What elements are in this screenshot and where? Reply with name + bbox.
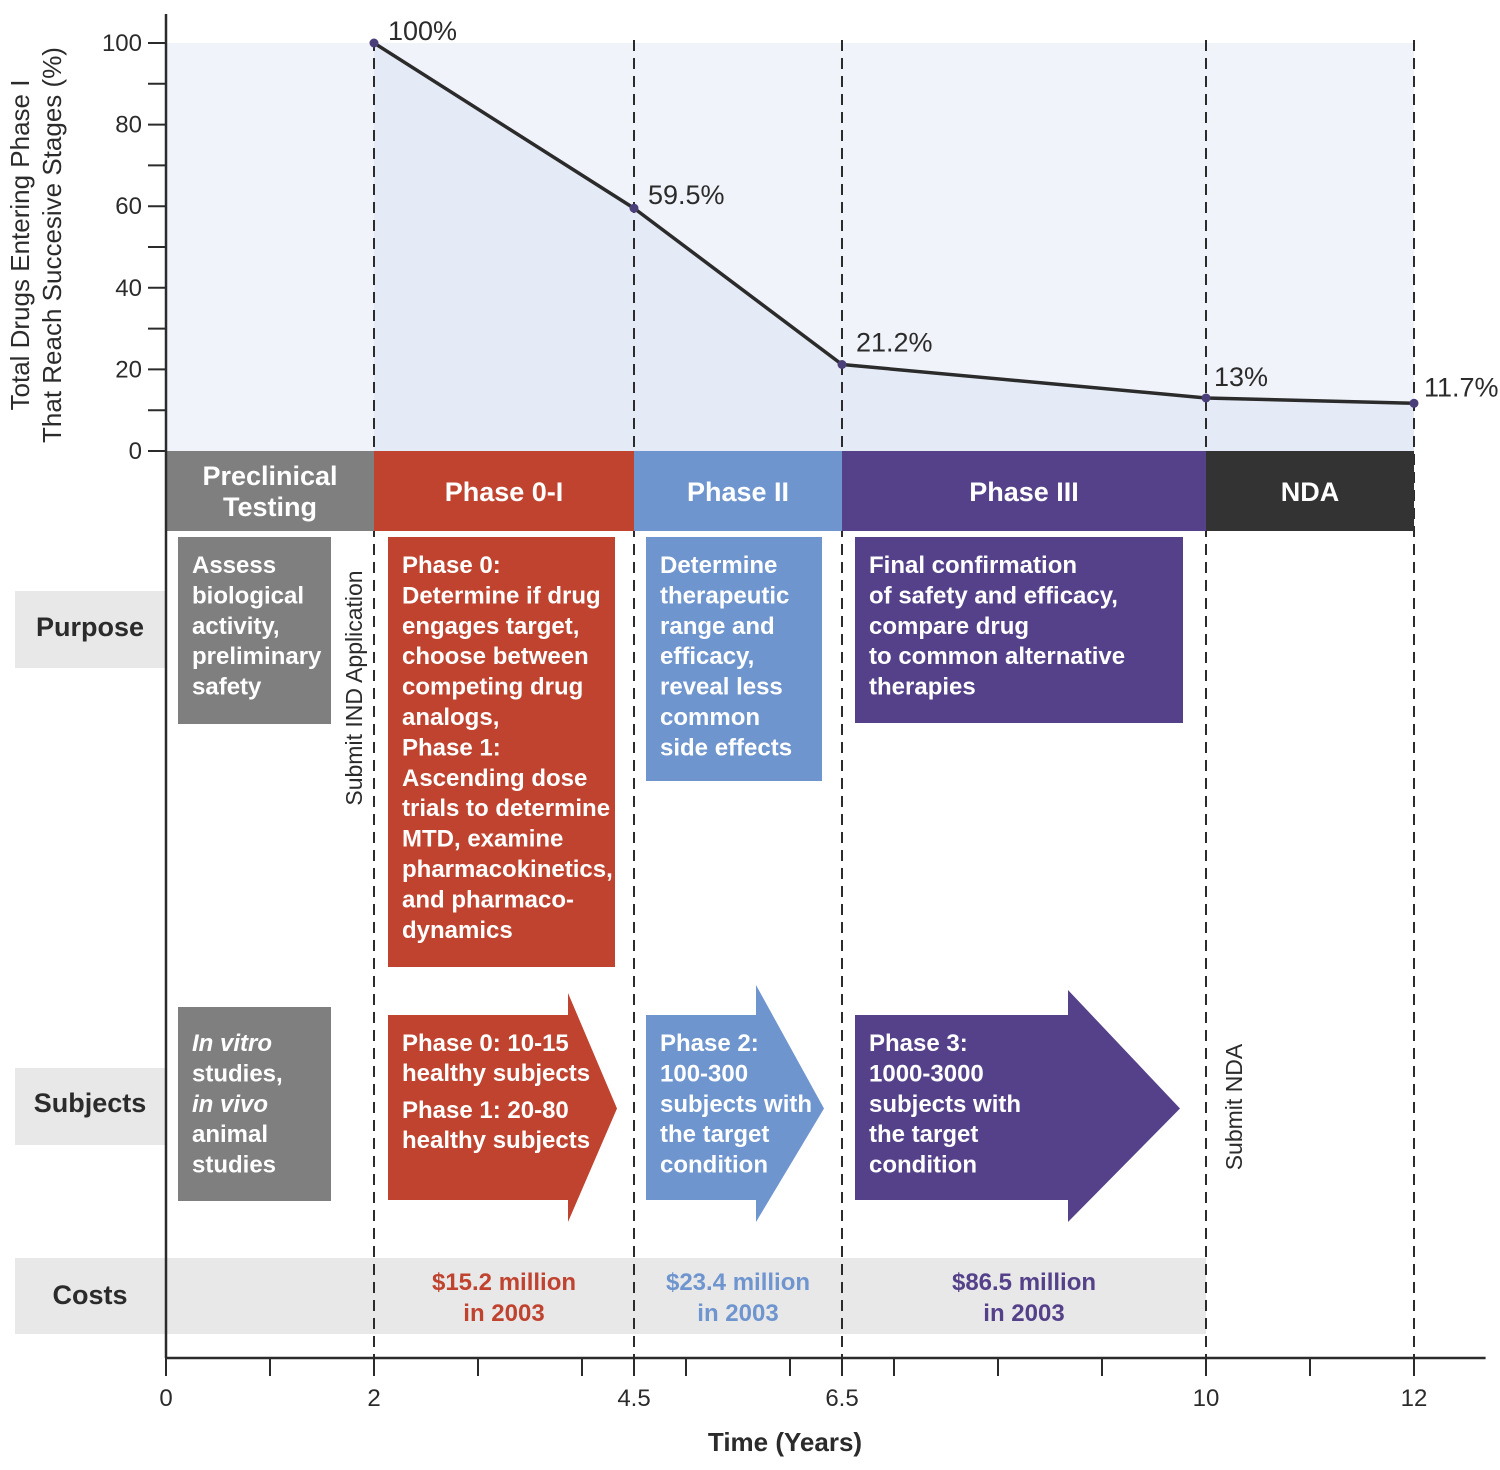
description-layer: Assess biological activity, preliminary safe…: [178, 537, 1183, 1327]
data-point-1: [629, 203, 639, 213]
y-tick-label-60: 60: [115, 193, 142, 220]
x-tick-label-10: 10: [1193, 1385, 1220, 1412]
phase-label-preclinical: Preclinical Testing: [202, 461, 337, 522]
purpose-box-phase-3: [855, 537, 1183, 723]
phase-label-nda: NDA: [1281, 477, 1340, 507]
purpose-box-phase-2: [646, 537, 822, 781]
line-layer: [369, 38, 1419, 408]
milestone-submit-ind: Submit IND Application: [341, 570, 367, 805]
data-label-3: 13%: [1214, 362, 1268, 392]
phase-boundary-layer: [373, 40, 1415, 1358]
milestone-submit-nda: Submit NDA: [1221, 1043, 1247, 1170]
data-label-0: 100%: [388, 16, 457, 46]
axis-layer: 0 20 40 60 80 100 0 2 4.5 6.5 10 12 Time (Years) Tota…: [5, 14, 1486, 1457]
subjects-text-phase-3: Phase 3: 1000-3000 subjects with the target…: [869, 1030, 1021, 1179]
x-axis-title: Time (Years): [708, 1427, 862, 1457]
phase-bar-layer: Preclinical Testing Phase 0-I Phase II Phase…: [166, 451, 1414, 531]
row-band-subjects: [15, 1068, 166, 1145]
subjects-arrow-phase-3: [855, 990, 1180, 1222]
row-label-purpose: Purpose: [36, 612, 144, 642]
cost-text-phase-0-1: $15.2 million in 2003: [432, 1269, 576, 1327]
data-label-2: 21.2%: [856, 328, 933, 358]
phase-label-phase-2: Phase II: [687, 477, 789, 507]
x-tick-label-0: 0: [159, 1385, 172, 1412]
purpose-text-phase-2: Determine therapeutic range and efficacy, re…: [660, 552, 792, 761]
cost-text-phase-3: $86.5 million in 2003: [952, 1269, 1096, 1327]
row-label-subjects: Subjects: [34, 1088, 147, 1118]
data-label-1: 59.5%: [648, 180, 725, 210]
purpose-text-preclinical: Assess biological activity, preliminary safe…: [192, 552, 322, 701]
y-tick-label-40: 40: [115, 275, 142, 302]
row-band-purpose: [15, 591, 166, 668]
purpose-box-preclinical: [178, 537, 331, 724]
purpose-box-phase-0-1: [388, 537, 615, 967]
row-band-costs: [15, 1258, 1206, 1334]
data-label-4: 11.7%: [1424, 372, 1499, 402]
x-tick-label-2: 2: [367, 1385, 380, 1412]
y-tick-label-0: 0: [129, 438, 142, 465]
x-tick-label-12: 12: [1401, 1385, 1428, 1412]
phase-label-phase-3: Phase III: [969, 477, 1079, 507]
data-point-4: [1409, 398, 1419, 408]
phase-label-phase-0-1: Phase 0-I: [445, 477, 564, 507]
phase-bar-nda: [1206, 451, 1414, 531]
data-point-0: [369, 38, 379, 48]
subjects-box-preclinical: [178, 1007, 331, 1201]
subjects-arrow-phase-2: [646, 985, 824, 1222]
y-axis-title: Total Drugs Entering Phase IThat Reach S…: [5, 47, 67, 443]
y-tick-label-20: 20: [115, 356, 142, 383]
cost-text-phase-2: $23.4 million in 2003: [666, 1269, 810, 1327]
purpose-text-phase-0-1: Phase 0: Determine if drug engages target,…: [402, 552, 613, 944]
subjects-text-phase-2: Phase 2: 100-300 subjects with the target co…: [660, 1030, 812, 1179]
subjects-arrow-phase-0-1: [388, 993, 617, 1222]
purpose-text-phase-3: Final confirmation of safety and efficacy…: [869, 552, 1125, 701]
label-layer: Purpose Subjects Costs Submit IND Applicati…: [34, 16, 1499, 1310]
subjects-text-phase-0-1: Phase 0: 10-15 healthy subjects Phase 1: 2…: [402, 1030, 590, 1154]
x-tick-label-6-5: 6.5: [825, 1385, 858, 1412]
subjects-text-preclinical: In vitro studies, in vivo animal studies: [192, 1030, 283, 1179]
data-point-2: [837, 360, 847, 370]
row-label-costs: Costs: [52, 1280, 127, 1310]
phase-bar-phase-0-1: [374, 451, 634, 531]
phase-bar-preclinical: [166, 451, 374, 531]
y-tick-label-80: 80: [115, 112, 142, 139]
phase-bar-phase-3: [842, 451, 1206, 531]
x-tick-label-4-5: 4.5: [617, 1385, 650, 1412]
phase-bar-phase-2: [634, 451, 842, 531]
y-tick-label-100: 100: [102, 30, 142, 57]
data-point-3: [1201, 393, 1211, 403]
